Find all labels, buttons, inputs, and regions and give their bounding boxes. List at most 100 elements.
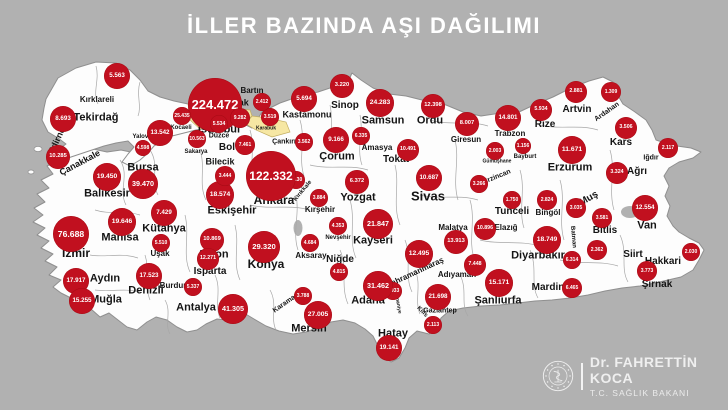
province-circle: 19.141 [376,335,402,361]
province-label: Bursa [127,161,159,174]
province-circle: 122.332 [246,151,296,201]
province-label: Niğde [326,254,354,265]
province-label: Aksaray [295,251,327,260]
province-label: Karabük [255,125,277,132]
province-label: Kırşehir [304,205,336,214]
province-label: Samsun [361,114,405,127]
province-label: Rize [534,119,556,130]
province-label: Iğdır [643,154,659,162]
province-label: Bilecik [205,156,235,167]
province-circle: 76.688 [53,216,89,252]
province-label: Yozgat [340,191,376,204]
province-label: Ordu [416,114,444,127]
province-label: Kars [609,137,633,148]
province-label: Antalya [176,301,216,314]
province-circle: 3.035 [566,198,586,218]
minister-name: Dr. FAHRETTİN KOCA [589,354,698,386]
province-circle: 5.563 [104,63,130,89]
province-circle: 3.884 [310,189,328,207]
province-circle: 6.335 [352,127,370,145]
province-label: Van [637,219,657,232]
province-circle: 17.523 [136,263,162,289]
province-circle: 27.005 [304,301,332,329]
footer-signature: Dr. FAHRETTİN KOCA T.C. SAĞLIK BAKANI [542,354,728,398]
province-label: Ağrı [627,166,647,177]
province-circle: 8.007 [455,112,479,136]
province-circle: 6.314 [563,251,581,269]
province-circle: 12.271 [197,248,219,270]
province-label: Batman [569,225,577,249]
province-label: Giresun [450,135,482,144]
province-circle: 2.117 [658,138,678,158]
province-circle: 3.220 [330,74,354,98]
province-label: Erzurum [547,161,593,174]
province-label: Adıyaman [437,270,477,279]
province-circle: 2.824 [537,190,557,210]
province-circle: 2.113 [424,316,442,334]
province-circle: 4.598 [135,140,151,156]
province-circle: 3.506 [615,117,637,139]
province-circle: 25.435 [173,107,191,125]
province-label: Çorum [319,150,355,163]
province-circle: 15.255 [69,288,95,314]
province-circle: 2.412 [253,93,271,111]
province-circle: 18.749 [533,226,561,254]
province-label: Kütahya [142,222,186,235]
province-circle: 12.554 [632,195,658,221]
province-circle: 12.495 [405,240,433,268]
province-circle: 6.372 [345,170,369,194]
province-circle: 13.913 [444,230,468,254]
province-circle: 5.934 [530,99,552,121]
province-circle: 4.684 [301,234,319,252]
province-circle: 2.881 [565,81,587,103]
island [27,169,35,175]
province-circle: 5.510 [152,234,170,252]
province-label: Muğla [90,293,122,306]
province-label: Ardahan [593,100,621,124]
province-label: Burdur [159,281,187,290]
province-label: Adana [351,294,385,307]
province-label: Çankırı [272,138,296,146]
province-label: Isparta [193,266,227,277]
province-label: Bolu [218,142,242,153]
province-circle: 5.337 [184,278,202,296]
health-ministry-logo-icon [542,360,574,392]
province-label: Kastamonu [282,109,332,120]
province-circle: 3.788 [294,287,312,305]
province-label: Trabzon [494,129,526,138]
province-label: Kocaeli [170,125,192,131]
province-circle: 12.398 [421,94,445,118]
province-circle: 3.562 [295,133,313,151]
province-label: Tokat [383,154,409,165]
province-label: Artvin [562,104,592,115]
province-circle: 10.687 [416,165,442,191]
province-circle: 3.519 [261,108,279,126]
province-circle: 3.444 [215,166,235,186]
province-circle: 1.750 [503,191,521,209]
province-circle: 31.462 [363,271,393,301]
province-label: Malatya [438,223,468,232]
province-label: Elazığ [494,223,518,232]
province-label: Hatay [378,327,408,340]
province-label: Gümüşhane [482,158,512,165]
province-label: Mardin [531,282,565,293]
province-circle: 19.450 [93,163,121,191]
province-circle: 11.671 [558,136,586,164]
province-circle: 10.563 [188,130,206,148]
province-label: Düzce [208,132,230,140]
province-label: Yalova [132,134,152,140]
province-circle: 21.698 [425,284,451,310]
province-label: Mersin [291,322,327,335]
province-circle: 3.324 [606,162,628,184]
province-circle: 13.542 [147,120,173,146]
province-label: Tekirdağ [73,111,119,124]
province-label: Kayseri [353,234,393,247]
province-label: Denizli [128,284,164,297]
province-label: Siirt [623,249,643,260]
province-circle: 9.166 [323,127,349,153]
province-label: Sivas [411,188,445,204]
province-circle: 18.574 [206,181,234,209]
province-circle: 4.815 [330,263,348,281]
province-label: Bartın [240,86,264,95]
province-label: Diyarbakır [511,249,565,262]
